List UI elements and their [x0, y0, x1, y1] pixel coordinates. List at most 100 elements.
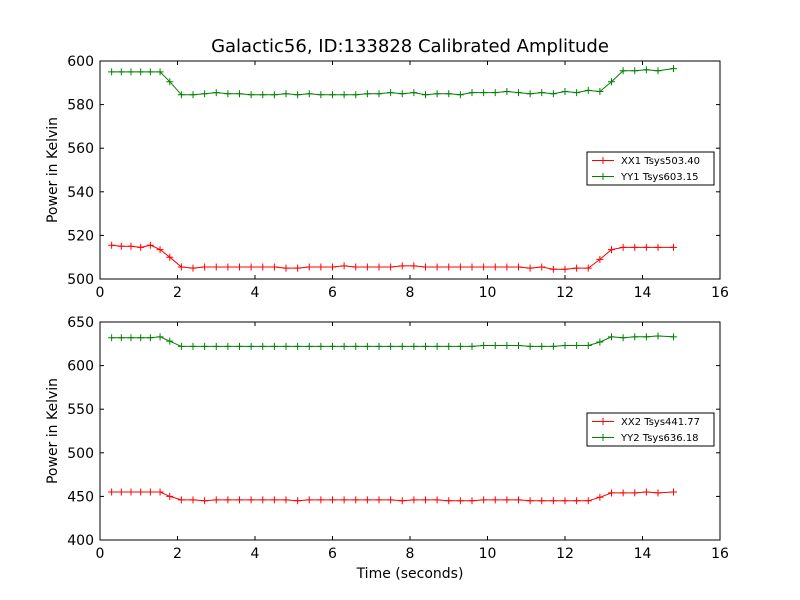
data-point — [146, 334, 154, 342]
data-point — [515, 496, 522, 504]
data-point — [398, 342, 406, 350]
data-point — [422, 496, 429, 504]
data-point — [608, 489, 615, 497]
y-tick-label: 550 — [67, 402, 94, 418]
data-point — [317, 91, 325, 99]
data-point — [224, 342, 232, 350]
data-point — [375, 496, 383, 504]
data-point — [177, 263, 185, 271]
x-tick-label: 4 — [251, 285, 260, 301]
data-point — [398, 497, 406, 505]
data-point — [410, 262, 418, 270]
data-point — [445, 497, 453, 505]
data-point — [352, 91, 360, 99]
data-point — [340, 496, 348, 504]
data-point — [317, 263, 325, 271]
data-point — [619, 489, 627, 497]
data-point — [387, 496, 395, 504]
data-point — [561, 497, 569, 505]
x-tick-label: 10 — [479, 546, 497, 562]
data-point — [387, 342, 395, 350]
data-point — [236, 90, 243, 98]
legend-box — [586, 412, 715, 447]
data-point — [329, 496, 336, 504]
data-point — [538, 342, 546, 350]
data-point — [224, 90, 232, 98]
data-point — [375, 90, 383, 98]
data-point — [584, 497, 592, 505]
data-point — [480, 342, 488, 350]
data-point — [156, 488, 164, 496]
data-point — [117, 488, 125, 496]
data-point — [108, 241, 116, 249]
data-point — [212, 342, 220, 350]
data-point — [236, 342, 243, 350]
data-point — [515, 342, 522, 350]
data-point — [561, 342, 569, 350]
legend-marker — [599, 418, 607, 425]
data-point — [166, 492, 174, 500]
data-point — [363, 263, 371, 271]
data-point — [259, 263, 267, 271]
data-point — [573, 264, 581, 272]
legend-marker — [599, 434, 607, 441]
data-point — [352, 342, 360, 350]
data-point — [108, 334, 116, 342]
data-point — [561, 88, 569, 96]
data-point — [340, 342, 348, 350]
data-point — [642, 333, 650, 341]
data-point — [526, 342, 534, 350]
top-panel: 0 2 4 6 8 10 12 14 16 500 520 540 560 580 600 Power in … — [45, 54, 729, 301]
data-point — [433, 496, 441, 504]
data-point — [375, 342, 383, 350]
data-point — [422, 91, 429, 99]
data-point — [236, 263, 243, 271]
data-point — [375, 263, 383, 271]
data-point — [177, 342, 185, 350]
data-point — [166, 337, 174, 345]
data-point — [608, 246, 615, 254]
y-tick-label: 560 — [67, 141, 94, 157]
data-point — [305, 342, 313, 350]
data-point — [282, 342, 290, 350]
data-point — [410, 496, 418, 504]
data-point — [127, 334, 135, 342]
data-point — [619, 243, 627, 251]
data-point — [515, 263, 522, 271]
data-point — [127, 68, 135, 76]
x-tick-label: 8 — [406, 546, 415, 562]
data-point — [282, 264, 290, 272]
data-point — [573, 89, 581, 97]
y-tick-label: 520 — [67, 228, 94, 244]
data-point — [117, 242, 125, 250]
data-point — [398, 262, 406, 270]
data-point — [433, 342, 441, 350]
data-point — [573, 497, 581, 505]
data-point — [259, 91, 267, 99]
data-point — [549, 342, 557, 350]
x-tick-label: 6 — [328, 285, 337, 301]
data-point — [538, 263, 546, 271]
data-point — [108, 488, 116, 496]
data-point — [549, 497, 557, 505]
data-point — [363, 342, 371, 350]
y-tick-label: 580 — [67, 98, 94, 114]
data-point — [166, 78, 174, 86]
data-point — [642, 488, 650, 496]
y-axis-label: Power in Kelvin — [45, 378, 61, 484]
x-tick-label: 12 — [556, 546, 574, 562]
data-point — [224, 263, 232, 271]
data-point — [236, 496, 243, 504]
x-tick-label: 8 — [406, 285, 415, 301]
data-point — [631, 333, 639, 341]
data-point — [526, 497, 534, 505]
data-point — [146, 241, 154, 249]
chart-title: Galactic56, ID:133828 Calibrated Amplitu… — [211, 36, 609, 57]
data-point — [137, 243, 145, 251]
data-point — [282, 496, 290, 504]
data-point — [422, 263, 429, 271]
data-point — [596, 255, 604, 263]
data-point — [468, 497, 476, 505]
data-point — [491, 263, 499, 271]
data-point — [189, 264, 197, 272]
